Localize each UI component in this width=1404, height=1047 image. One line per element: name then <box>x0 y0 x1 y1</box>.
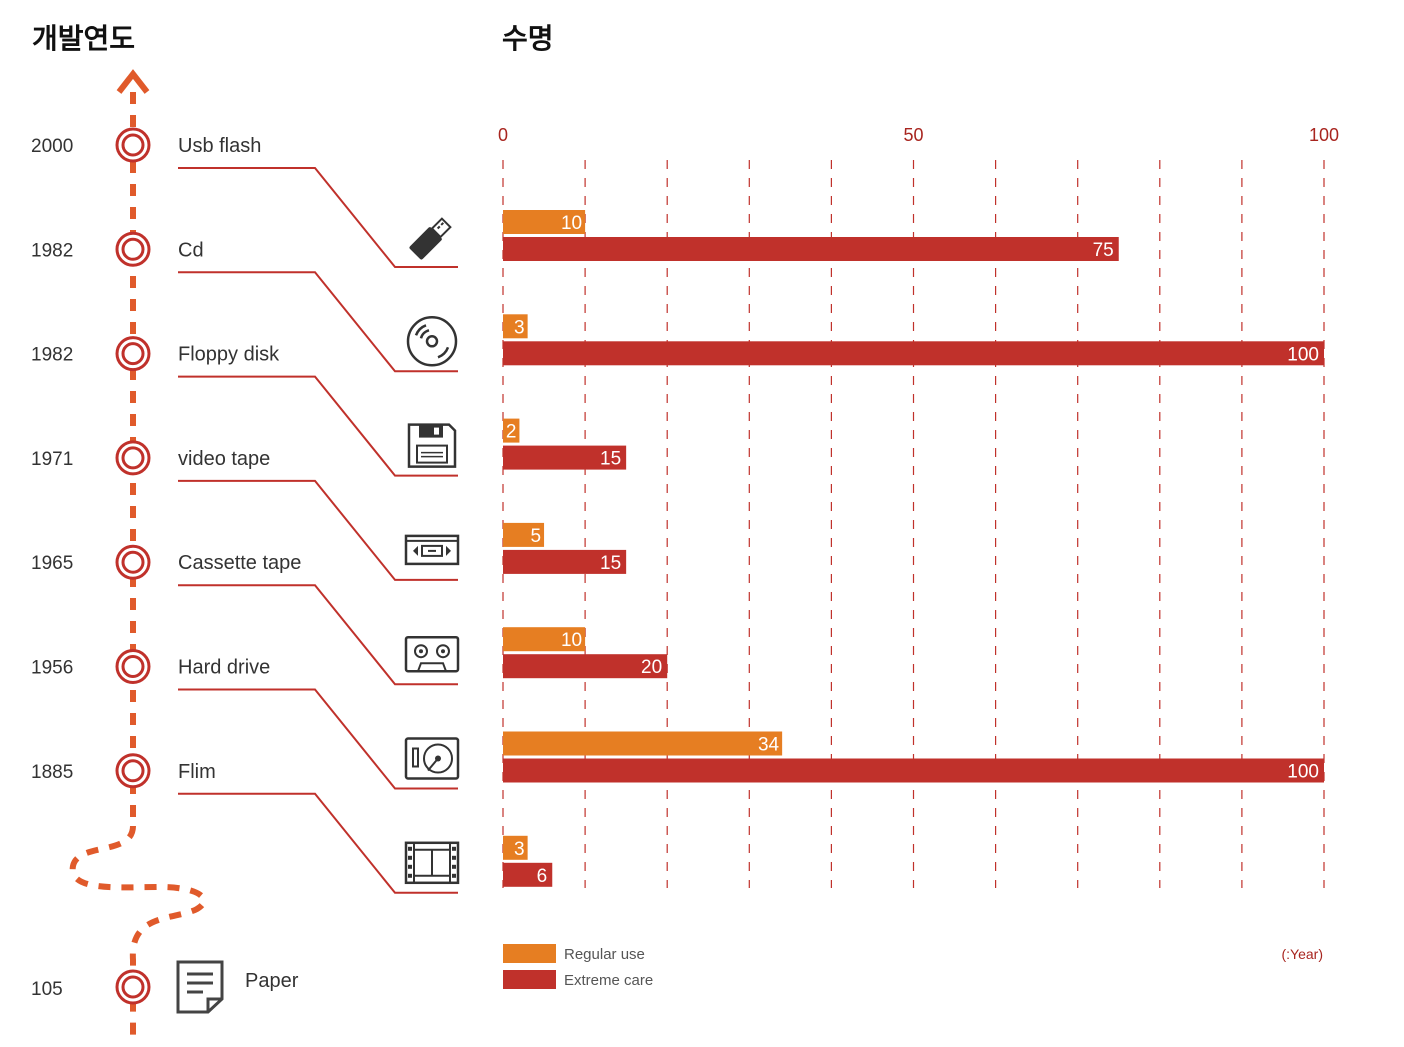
media-name: Flim <box>178 761 216 783</box>
data-label-extreme: 15 <box>600 553 621 574</box>
timeline-year: 1965 <box>31 553 73 574</box>
bar-regular-use <box>503 627 586 652</box>
bar-extreme-care <box>503 237 1119 261</box>
timeline-marker-inner <box>121 342 145 366</box>
chart-legend: Regular use Extreme care <box>503 944 653 989</box>
timeline-year: 1982 <box>31 240 73 261</box>
bar-regular-use <box>503 522 545 547</box>
usb-flash-icon <box>407 215 454 262</box>
timeline-curve <box>69 825 207 1045</box>
connector-line <box>178 584 458 686</box>
data-label-regular: 3 <box>514 839 525 860</box>
video-tape-icon <box>404 534 460 566</box>
legend-extreme-label: Extreme care <box>564 972 653 989</box>
data-label-regular: 2 <box>506 422 517 443</box>
timeline-marker-inner <box>121 550 145 574</box>
timeline-marker-inner <box>121 759 145 783</box>
media-name: Floppy disk <box>178 344 280 366</box>
x-tick-label: 0 <box>498 125 508 145</box>
unit-label: (:Year) <box>1281 946 1323 962</box>
timeline-entry-paper: 105 Paper <box>31 960 299 1014</box>
data-label-regular: 5 <box>530 526 541 547</box>
timeline-entry: 1885 Flim <box>31 753 216 789</box>
bar-regular-use <box>503 314 528 339</box>
media-name: Cassette tape <box>178 552 301 574</box>
data-label-extreme: 20 <box>641 657 662 678</box>
data-label-extreme: 6 <box>537 866 548 887</box>
film-icon <box>404 841 460 885</box>
timeline-marker-inner <box>121 133 145 157</box>
bar-regular-use <box>503 210 586 234</box>
connectors <box>178 167 460 894</box>
development-year-title: 개발연도 <box>32 22 135 55</box>
legend-regular-label: Regular use <box>564 946 645 963</box>
connector-line <box>178 688 458 790</box>
bar-regular-use <box>503 731 783 756</box>
cd-icon <box>406 316 458 367</box>
media-name: Hard drive <box>178 657 270 679</box>
timeline-year: 2000 <box>31 136 73 157</box>
bar-regular-use <box>503 835 528 860</box>
bar-extreme-care <box>503 549 627 574</box>
x-tick-label: 50 <box>903 125 923 145</box>
timeline-entry: 1956 Hard drive <box>31 649 270 684</box>
timeline-marker-inner <box>121 446 145 470</box>
timeline-entry: 2000 Usb flash <box>31 127 261 163</box>
lifespan-title: 수명 <box>502 22 554 55</box>
paper-document-icon <box>176 960 224 1014</box>
data-label-extreme: 100 <box>1287 344 1319 365</box>
connector-line <box>178 479 458 581</box>
timeline-marker-inner <box>121 237 145 261</box>
timeline-entry: 1982 Floppy disk <box>31 336 280 372</box>
timeline-entry: 1971 video tape <box>31 440 270 476</box>
data-label-regular: 34 <box>758 735 780 756</box>
bar-extreme-care <box>503 862 553 887</box>
data-label-regular: 3 <box>514 317 525 338</box>
timeline-arrow-icon <box>116 69 150 94</box>
timeline-entry: 1965 Cassette tape <box>31 544 301 580</box>
floppy-disk-icon <box>407 423 457 468</box>
connector-line <box>178 167 458 268</box>
media-name: Usb flash <box>178 135 261 157</box>
legend-regular-swatch <box>503 944 556 963</box>
timeline: 2000 Usb flash 1982 Cd 1982 Floppy disk 1971 vi… <box>31 69 301 1045</box>
media-name: Cd <box>178 239 204 261</box>
chart-grid: 0 50 100 <box>498 125 1339 888</box>
timeline-year: 105 <box>31 979 63 1000</box>
timeline-year: 1971 <box>31 449 73 470</box>
data-label-extreme: 15 <box>600 449 621 470</box>
timeline-entry: 1982 Cd <box>31 231 204 267</box>
timeline-year: 1956 <box>31 658 73 679</box>
data-label-extreme: 100 <box>1287 762 1319 783</box>
bar-regular-use <box>503 418 520 443</box>
timeline-marker-inner <box>121 975 145 999</box>
timeline-marker-inner <box>121 655 145 678</box>
cassette-tape-icon <box>404 635 460 673</box>
legend-extreme-swatch <box>503 970 556 989</box>
data-label-regular: 10 <box>561 630 582 651</box>
hard-drive-icon <box>404 737 460 780</box>
connector-line <box>178 271 458 373</box>
bar-extreme-care <box>503 341 1324 366</box>
media-name: video tape <box>178 448 270 470</box>
bar-extreme-care <box>503 758 1324 783</box>
data-label-extreme: 75 <box>1093 240 1114 261</box>
media-name: Paper <box>245 970 299 992</box>
connector-line <box>178 375 458 477</box>
bar-extreme-care <box>503 654 668 679</box>
timeline-year: 1885 <box>31 762 73 783</box>
x-tick-label: 100 <box>1309 125 1339 145</box>
data-label-regular: 10 <box>561 213 582 234</box>
bar-extreme-care <box>503 445 627 470</box>
connector-line <box>178 792 458 894</box>
timeline-year: 1982 <box>31 345 73 366</box>
